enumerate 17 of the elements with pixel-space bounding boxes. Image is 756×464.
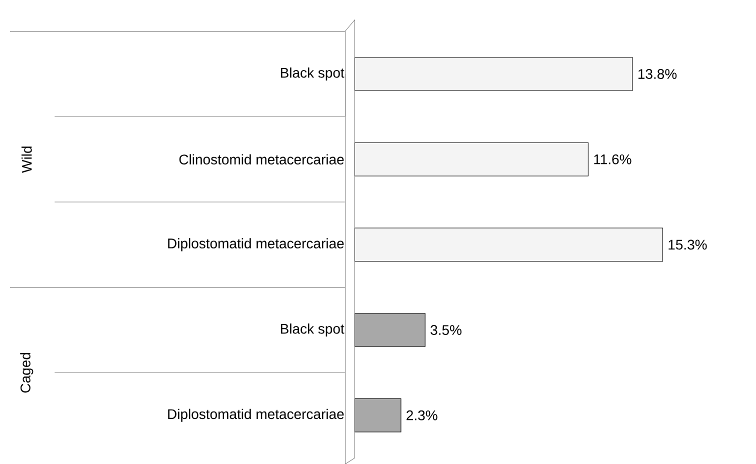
text: Caged xyxy=(20,352,34,393)
y-tick-label: Diplostomatid metacercariae xyxy=(168,408,344,422)
y-tick-label: Black spot xyxy=(280,67,344,81)
bar xyxy=(354,398,402,432)
data-label: 2.3% xyxy=(406,410,438,420)
y-tick-label: Clinostomid metacercariae xyxy=(179,154,344,164)
y-tick-label: Diplostomatid metacercariae xyxy=(168,238,344,252)
data-label: 15.3% xyxy=(668,240,707,250)
data-label: 3.5% xyxy=(430,325,462,335)
data-label: 13.8% xyxy=(638,69,677,79)
bar xyxy=(354,228,663,262)
bar xyxy=(354,142,588,176)
y-tick-label: Black spot xyxy=(280,323,344,337)
text: Wild xyxy=(22,146,32,173)
bar xyxy=(354,313,426,347)
data-label: 11.6% xyxy=(594,154,632,164)
bar xyxy=(354,57,633,91)
